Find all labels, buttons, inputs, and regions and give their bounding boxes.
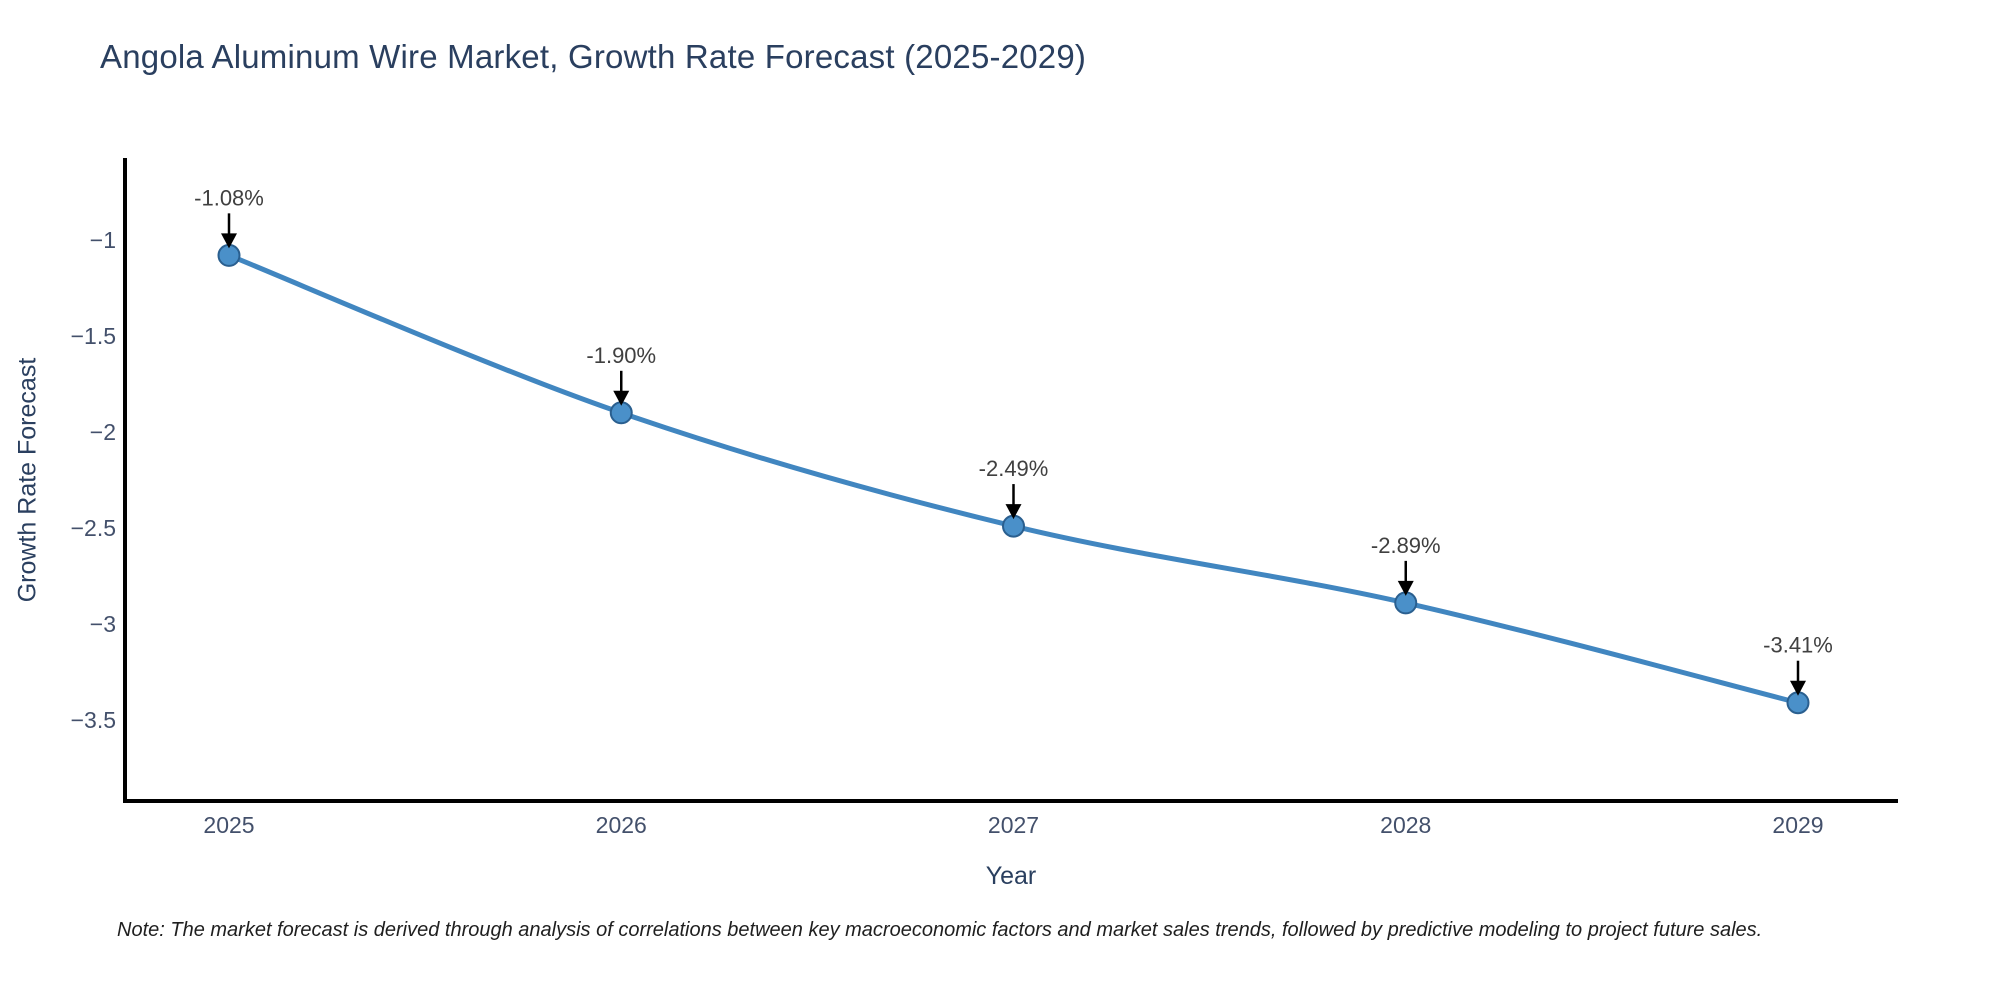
- x-tick-label: 2025: [203, 812, 254, 838]
- y-tick-label: −2.5: [71, 515, 116, 541]
- x-tick-label: 2026: [596, 812, 647, 838]
- y-axis-title: Growth Rate Forecast: [13, 357, 42, 603]
- y-tick-label: −3: [90, 611, 116, 637]
- annotation-arrow-head: [1790, 680, 1806, 696]
- annotation-arrow-head: [613, 390, 630, 406]
- point-value-label: -2.89%: [1371, 533, 1441, 558]
- point-value-label: -3.41%: [1763, 633, 1833, 658]
- annotation-arrow-head: [1397, 580, 1414, 596]
- point-value-label: -1.08%: [194, 185, 264, 210]
- annotation-arrow-head: [1005, 504, 1022, 520]
- x-tick-label: 2028: [1380, 812, 1431, 838]
- x-axis-title: Year: [985, 862, 1037, 890]
- annotation-arrow-head: [221, 233, 237, 249]
- point-value-label: -2.49%: [979, 456, 1049, 481]
- y-tick-label: −1: [90, 227, 116, 253]
- point-value-label: -1.90%: [586, 343, 656, 368]
- y-tick-label: −3.5: [71, 707, 116, 733]
- y-tick-label: −2: [90, 419, 116, 445]
- x-tick-label: 2029: [1772, 812, 1823, 838]
- x-tick-label: 2027: [988, 812, 1039, 838]
- chart-title: Angola Aluminum Wire Market, Growth Rate…: [100, 38, 1087, 75]
- y-tick-label: −1.5: [71, 323, 116, 349]
- footnote: Note: The market forecast is derived thr…: [117, 919, 1763, 941]
